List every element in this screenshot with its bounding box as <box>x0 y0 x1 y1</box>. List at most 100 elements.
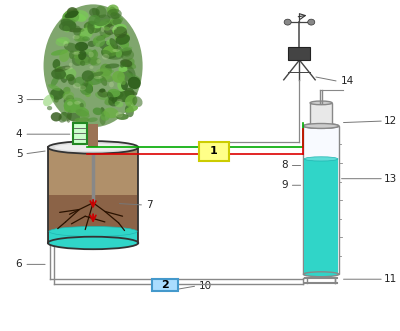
Ellipse shape <box>102 32 111 38</box>
Ellipse shape <box>104 108 119 118</box>
Ellipse shape <box>91 58 98 66</box>
Ellipse shape <box>87 77 103 85</box>
Ellipse shape <box>104 24 115 35</box>
Ellipse shape <box>116 114 129 120</box>
Ellipse shape <box>107 5 119 16</box>
Ellipse shape <box>303 123 339 128</box>
Ellipse shape <box>88 22 101 33</box>
Ellipse shape <box>88 41 96 47</box>
Ellipse shape <box>52 59 60 69</box>
Ellipse shape <box>103 26 110 31</box>
Bar <box>49 149 137 195</box>
Ellipse shape <box>110 7 117 16</box>
Ellipse shape <box>51 75 59 87</box>
Ellipse shape <box>69 63 72 67</box>
Ellipse shape <box>59 50 70 62</box>
Ellipse shape <box>64 8 80 19</box>
Bar <box>152 279 178 291</box>
Ellipse shape <box>58 91 65 96</box>
Ellipse shape <box>85 49 93 55</box>
Ellipse shape <box>124 88 135 99</box>
Ellipse shape <box>117 99 122 102</box>
Bar <box>303 126 339 274</box>
Ellipse shape <box>71 13 86 22</box>
Ellipse shape <box>123 50 131 57</box>
Ellipse shape <box>109 81 114 87</box>
Ellipse shape <box>122 60 136 69</box>
Ellipse shape <box>56 39 69 44</box>
Ellipse shape <box>98 19 110 26</box>
Ellipse shape <box>97 90 108 98</box>
Ellipse shape <box>78 50 86 60</box>
Ellipse shape <box>55 144 132 151</box>
Ellipse shape <box>66 95 74 101</box>
Ellipse shape <box>74 101 81 105</box>
Ellipse shape <box>60 72 67 83</box>
Ellipse shape <box>80 83 92 95</box>
Ellipse shape <box>62 91 74 101</box>
Ellipse shape <box>105 64 120 69</box>
Text: 10: 10 <box>199 281 212 291</box>
Circle shape <box>308 19 315 25</box>
Ellipse shape <box>102 92 108 97</box>
Ellipse shape <box>79 28 92 39</box>
Ellipse shape <box>82 36 90 41</box>
Ellipse shape <box>100 70 114 75</box>
Ellipse shape <box>73 83 80 88</box>
Text: 14: 14 <box>341 76 354 86</box>
Ellipse shape <box>100 64 112 76</box>
Text: 8: 8 <box>281 161 288 170</box>
Ellipse shape <box>125 95 137 107</box>
Ellipse shape <box>303 272 339 277</box>
Ellipse shape <box>108 89 120 97</box>
Ellipse shape <box>60 112 71 121</box>
Ellipse shape <box>119 46 132 51</box>
Ellipse shape <box>101 50 112 57</box>
Ellipse shape <box>106 39 115 46</box>
Ellipse shape <box>51 69 66 79</box>
Ellipse shape <box>75 42 88 51</box>
Ellipse shape <box>76 103 84 113</box>
Ellipse shape <box>91 71 100 82</box>
Text: 1: 1 <box>210 147 218 157</box>
Ellipse shape <box>132 96 142 107</box>
Ellipse shape <box>68 113 80 121</box>
Ellipse shape <box>112 18 122 25</box>
Text: 6: 6 <box>16 260 22 269</box>
Ellipse shape <box>79 85 86 90</box>
Ellipse shape <box>96 6 107 18</box>
Ellipse shape <box>110 17 123 24</box>
Ellipse shape <box>75 107 89 117</box>
Ellipse shape <box>49 226 137 236</box>
Ellipse shape <box>74 34 88 42</box>
Ellipse shape <box>68 77 76 85</box>
Ellipse shape <box>115 32 130 43</box>
Ellipse shape <box>84 21 96 30</box>
Ellipse shape <box>110 12 120 19</box>
Ellipse shape <box>58 112 68 123</box>
Ellipse shape <box>73 26 81 36</box>
Ellipse shape <box>79 26 96 37</box>
Ellipse shape <box>88 57 99 65</box>
Ellipse shape <box>44 4 143 127</box>
Ellipse shape <box>92 22 108 28</box>
Ellipse shape <box>48 237 138 249</box>
Ellipse shape <box>64 97 71 104</box>
Ellipse shape <box>129 96 136 106</box>
Ellipse shape <box>303 123 339 128</box>
Text: 12: 12 <box>384 116 397 126</box>
Ellipse shape <box>62 23 72 31</box>
Ellipse shape <box>107 92 114 101</box>
Ellipse shape <box>75 10 89 20</box>
Ellipse shape <box>66 110 72 123</box>
Ellipse shape <box>96 35 106 41</box>
Ellipse shape <box>96 59 101 64</box>
Text: 5: 5 <box>16 149 22 159</box>
Ellipse shape <box>51 112 62 121</box>
Ellipse shape <box>93 35 105 47</box>
Bar <box>199 142 229 161</box>
Ellipse shape <box>47 106 52 110</box>
Ellipse shape <box>72 35 80 39</box>
Bar <box>310 103 332 126</box>
Ellipse shape <box>54 66 62 78</box>
